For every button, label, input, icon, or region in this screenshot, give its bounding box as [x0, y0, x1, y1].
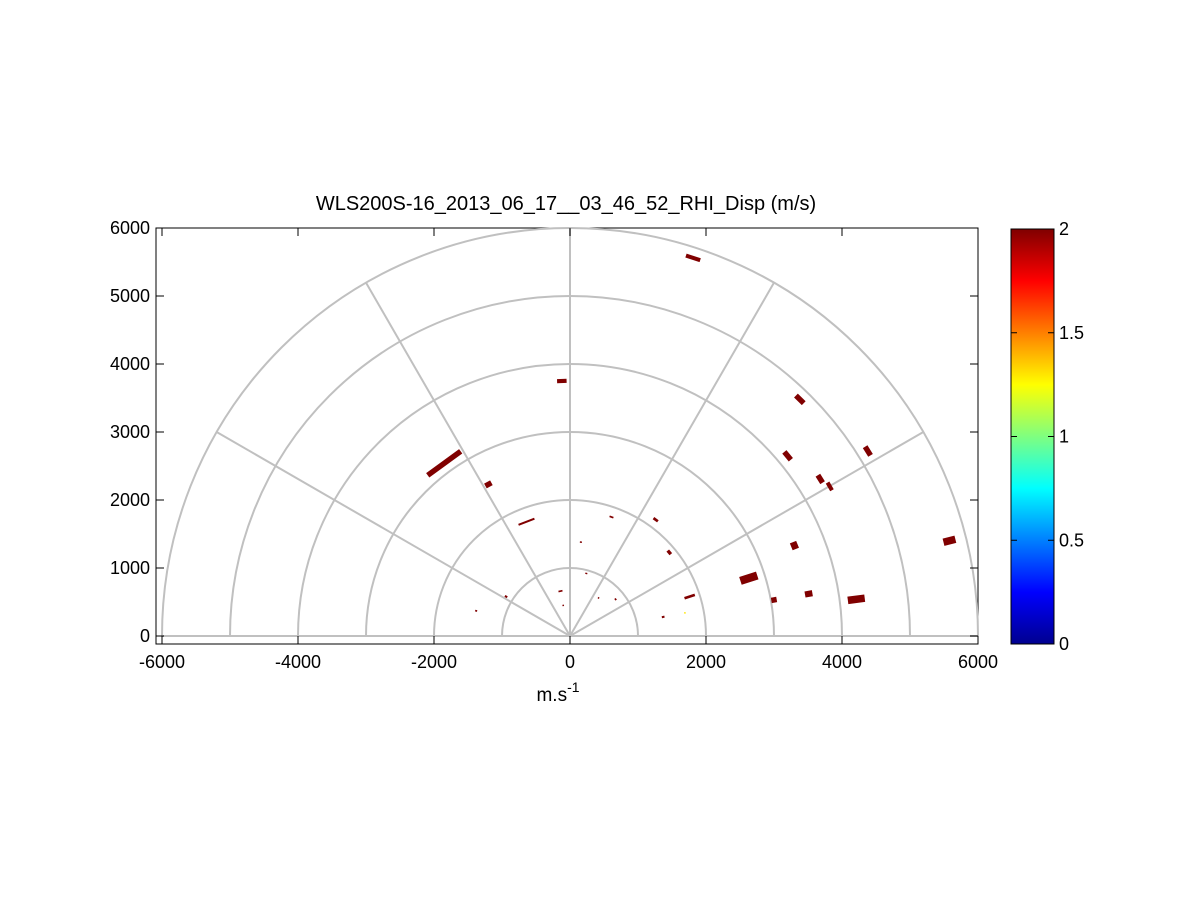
data-cell	[558, 589, 563, 593]
polar-spoke	[569, 282, 775, 637]
data-cell	[652, 517, 659, 523]
colorbar-gradient	[1010, 228, 1055, 645]
colorbar-tick-label: 0	[1059, 634, 1069, 654]
data-cell	[862, 445, 873, 457]
data-cell	[597, 596, 600, 599]
x-axis-label-exponent: -1	[567, 679, 580, 695]
y-tick-label: 5000	[110, 286, 150, 306]
x-tick-label: 4000	[822, 652, 862, 672]
y-tick-label: 3000	[110, 422, 150, 442]
data-cell	[684, 611, 686, 614]
colorbar-tick-label: 1	[1059, 427, 1069, 447]
x-axis-ticks: -6000 -4000 -2000 0 2000 4000 6000	[139, 228, 998, 672]
data-cell	[770, 596, 778, 604]
y-tick-label: 6000	[110, 218, 150, 238]
colorbar-tick-label: 0.5	[1059, 530, 1084, 550]
data-cell	[484, 480, 493, 489]
data-cell	[579, 541, 582, 544]
x-axis-label: m.s-1	[536, 679, 579, 706]
data-cell	[942, 535, 957, 546]
data-cell	[666, 549, 673, 556]
data-cell	[557, 378, 567, 384]
x-axis-label-base: m.s	[536, 685, 567, 706]
data-cell	[504, 594, 508, 599]
data-cell	[661, 615, 665, 619]
colorbar: 0 0.5 1 1.5 2	[1010, 219, 1084, 654]
data-cell	[474, 609, 478, 612]
polar-spoke	[569, 431, 924, 637]
chart-title: WLS200S-16_2013_06_17__03_46_52_RHI_Disp…	[316, 193, 816, 215]
data-cell	[825, 481, 834, 492]
data-cell	[847, 594, 866, 605]
data-cell	[684, 593, 696, 600]
data-cell	[782, 450, 793, 462]
x-tick-label: 6000	[958, 652, 998, 672]
data-cell	[426, 449, 463, 478]
x-tick-label: 0	[565, 652, 575, 672]
data-marks	[426, 253, 957, 619]
data-cell	[614, 597, 617, 601]
colorbar-ticks: 0 0.5 1 1.5 2	[1011, 219, 1084, 654]
data-cell	[789, 540, 799, 551]
polar-spoke	[365, 282, 571, 637]
data-cell	[804, 590, 813, 598]
x-tick-label: -2000	[411, 652, 457, 672]
y-tick-label: 2000	[110, 490, 150, 510]
data-cell	[562, 604, 565, 607]
y-tick-label: 1000	[110, 558, 150, 578]
x-tick-label: -4000	[275, 652, 321, 672]
colorbar-tick-label: 2	[1059, 219, 1069, 239]
data-cell	[685, 253, 701, 263]
data-cell	[585, 572, 588, 575]
data-cell	[794, 393, 806, 406]
polar-spoke	[216, 431, 571, 637]
y-tick-label: 4000	[110, 354, 150, 374]
data-cell	[739, 571, 759, 585]
colorbar-tick-label: 1.5	[1059, 323, 1084, 343]
x-tick-label: -6000	[139, 652, 185, 672]
plot-area: -6000 -4000 -2000 0 2000 4000 6000 0 1000 2000 30…	[110, 218, 998, 672]
data-cell	[518, 517, 535, 526]
axes-box	[155, 227, 979, 645]
y-tick-label: 0	[140, 626, 150, 646]
data-cell	[815, 473, 825, 485]
y-axis-ticks: 0 1000 2000 3000 4000 5000 6000	[110, 218, 978, 646]
data-cell	[609, 515, 614, 519]
x-tick-label: 2000	[686, 652, 726, 672]
